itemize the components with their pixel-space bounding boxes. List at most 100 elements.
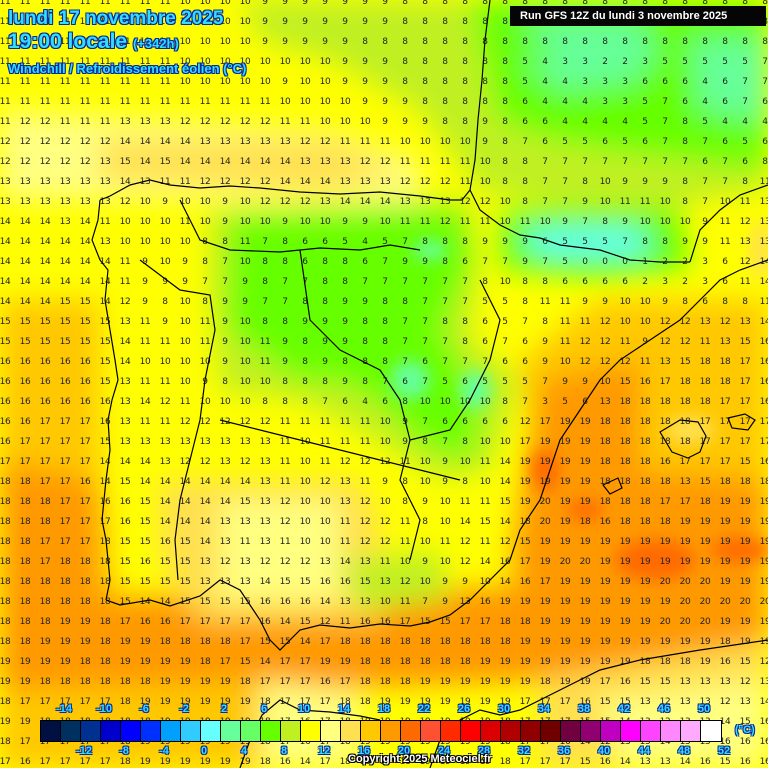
colorbar-swatch bbox=[701, 721, 721, 741]
grid-value: 12 bbox=[399, 577, 411, 587]
grid-value: 6 bbox=[382, 397, 388, 407]
grid-value: 8 bbox=[422, 237, 428, 247]
grid-value: 18 bbox=[79, 597, 91, 607]
grid-value: 16 bbox=[0, 437, 11, 447]
grid-value: 11 bbox=[59, 97, 71, 107]
grid-value: 10 bbox=[219, 0, 231, 7]
grid-value: 14 bbox=[219, 477, 231, 487]
grid-value: 19 bbox=[559, 437, 571, 447]
grid-value: 8 bbox=[482, 97, 488, 107]
grid-value: 11 bbox=[79, 77, 91, 87]
grid-value: 6 bbox=[342, 397, 348, 407]
grid-value: 12 bbox=[59, 137, 71, 147]
grid-value: 16 bbox=[119, 517, 131, 527]
grid-value: 6 bbox=[722, 277, 728, 287]
grid-value: 7 bbox=[702, 137, 708, 147]
grid-value: 9 bbox=[382, 0, 388, 7]
grid-value: 11 bbox=[79, 97, 91, 107]
grid-value: 17 bbox=[99, 517, 111, 527]
grid-value: 17 bbox=[739, 417, 751, 427]
grid-value: 11 bbox=[0, 117, 11, 127]
grid-value: 8 bbox=[262, 397, 268, 407]
grid-value: 13 bbox=[659, 357, 671, 367]
grid-value: 8 bbox=[602, 217, 608, 227]
grid-value: 9 bbox=[582, 377, 588, 387]
grid-value: 19 bbox=[639, 577, 651, 587]
grid-value: 10 bbox=[299, 517, 311, 527]
grid-value: 6 bbox=[502, 417, 508, 427]
grid-value: 7 bbox=[762, 57, 768, 67]
grid-value: 12 bbox=[739, 677, 751, 687]
grid-value: 18 bbox=[399, 757, 411, 767]
grid-value: 12 bbox=[219, 557, 231, 567]
grid-value: 8 bbox=[702, 0, 708, 7]
grid-value: 17 bbox=[79, 417, 91, 427]
grid-value: 3 bbox=[702, 277, 708, 287]
grid-value: 17 bbox=[219, 617, 231, 627]
grid-value: 16 bbox=[79, 357, 91, 367]
grid-value: 13 bbox=[259, 537, 271, 547]
grid-value: 8 bbox=[302, 337, 308, 347]
grid-value: 11 bbox=[39, 97, 51, 107]
grid-value: 9 bbox=[342, 377, 348, 387]
grid-value: 10 bbox=[199, 17, 211, 27]
grid-value: 11 bbox=[59, 0, 71, 7]
grid-value: 17 bbox=[199, 617, 211, 627]
colorbar-swatch bbox=[521, 721, 541, 741]
grid-value: 8 bbox=[542, 37, 548, 47]
grid-value: 17 bbox=[119, 617, 131, 627]
grid-value: 11 bbox=[479, 537, 491, 547]
grid-value: 9 bbox=[582, 197, 588, 207]
copyright-notice: Copyright 2025 Meteociel.fr bbox=[348, 753, 492, 765]
grid-value: 19 bbox=[179, 697, 191, 707]
grid-value: 20 bbox=[539, 497, 551, 507]
grid-value: 12 bbox=[19, 137, 31, 147]
grid-value: 18 bbox=[99, 597, 111, 607]
grid-value: 16 bbox=[39, 397, 51, 407]
grid-value: 20 bbox=[679, 577, 691, 587]
grid-value: 8 bbox=[442, 17, 448, 27]
grid-value: 10 bbox=[239, 37, 251, 47]
grid-value: 15 bbox=[179, 557, 191, 567]
colorbar-tick-bottom: 52 bbox=[717, 745, 731, 757]
grid-value: 13 bbox=[679, 677, 691, 687]
grid-value: 8 bbox=[582, 0, 588, 7]
grid-value: 9 bbox=[262, 0, 268, 7]
grid-value: 19 bbox=[519, 637, 531, 647]
grid-value: 9 bbox=[222, 357, 228, 367]
grid-value: 3 bbox=[662, 277, 668, 287]
colorbar-swatch bbox=[361, 721, 381, 741]
grid-value: 19 bbox=[579, 617, 591, 627]
grid-value: 19 bbox=[619, 597, 631, 607]
grid-value: 7 bbox=[702, 197, 708, 207]
grid-value: 10 bbox=[399, 137, 411, 147]
grid-value: 16 bbox=[279, 597, 291, 607]
grid-value: 18 bbox=[619, 397, 631, 407]
grid-value: 13 bbox=[339, 157, 351, 167]
grid-value: 14 bbox=[159, 497, 171, 507]
grid-value: 14 bbox=[719, 717, 731, 727]
grid-value: 10 bbox=[179, 377, 191, 387]
grid-value: 20 bbox=[699, 617, 711, 627]
grid-value: 14 bbox=[79, 257, 91, 267]
grid-value: 7 bbox=[402, 237, 408, 247]
grid-value: 15 bbox=[699, 737, 711, 747]
grid-value: 13 bbox=[279, 137, 291, 147]
grid-value: 7 bbox=[382, 377, 388, 387]
grid-value: 16 bbox=[259, 597, 271, 607]
grid-value: 13 bbox=[239, 517, 251, 527]
grid-value: 8 bbox=[502, 397, 508, 407]
grid-value: 14 bbox=[19, 257, 31, 267]
grid-value: 9 bbox=[162, 277, 168, 287]
grid-value: 18 bbox=[679, 657, 691, 667]
grid-value: 17 bbox=[99, 697, 111, 707]
grid-value: 7 bbox=[282, 277, 288, 287]
grid-value: 18 bbox=[79, 577, 91, 587]
grid-value: 17 bbox=[759, 437, 768, 447]
grid-value: 7 bbox=[762, 77, 768, 87]
grid-value: 13 bbox=[259, 437, 271, 447]
grid-value: 19 bbox=[519, 597, 531, 607]
grid-value: 9 bbox=[382, 97, 388, 107]
grid-value: 11 bbox=[0, 97, 11, 107]
grid-value: 6 bbox=[542, 137, 548, 147]
